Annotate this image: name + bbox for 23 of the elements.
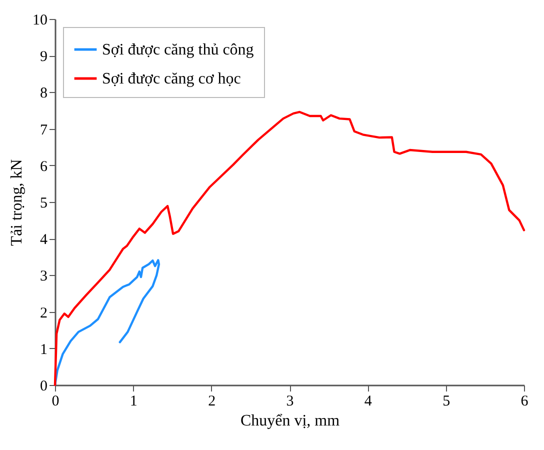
x-tick-label: 6 <box>520 394 529 410</box>
x-tick-label: 0 <box>52 394 60 410</box>
y-tick-label: 4 <box>40 232 48 248</box>
y-axis-title: Tải trọng, kN <box>8 158 26 246</box>
legend-label: Sợi được căng cơ học <box>102 70 241 88</box>
y-tick-label: 10 <box>32 12 48 28</box>
y-tick-label: 8 <box>40 86 48 102</box>
x-axis-title: Chuyển vị, mm <box>240 412 340 430</box>
y-tick-label: 3 <box>40 268 48 285</box>
x-tick-label: 2 <box>208 394 216 410</box>
legend-label: Sợi được căng thủ công <box>102 42 254 58</box>
y-tick-label: 5 <box>40 196 48 212</box>
y-tick-label: 7 <box>40 122 48 138</box>
x-tick-label: 1 <box>130 394 138 410</box>
y-tick-label: 6 <box>40 158 48 175</box>
x-tick-label: 4 <box>364 394 372 410</box>
y-tick-label: 0 <box>40 378 48 394</box>
x-tick-label: 3 <box>286 394 294 410</box>
y-tick-label: 1 <box>40 342 48 358</box>
y-tick-label: 2 <box>40 305 48 322</box>
x-tick-label: 5 <box>442 394 450 410</box>
y-tick-label: 9 <box>40 49 48 66</box>
line-series <box>54 259 160 386</box>
